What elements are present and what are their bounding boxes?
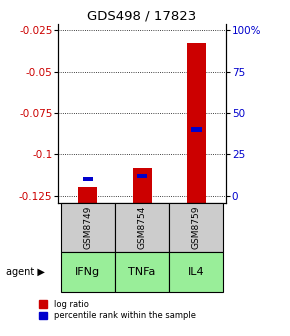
Title: GDS498 / 17823: GDS498 / 17823 — [88, 9, 197, 23]
FancyBboxPatch shape — [169, 252, 224, 292]
FancyBboxPatch shape — [115, 203, 169, 252]
FancyBboxPatch shape — [61, 252, 115, 292]
Bar — [133, 168, 152, 203]
Text: GSM8749: GSM8749 — [83, 206, 92, 249]
Bar — [137, 174, 147, 178]
FancyBboxPatch shape — [169, 203, 224, 252]
Legend: log ratio, percentile rank within the sample: log ratio, percentile rank within the sa… — [39, 300, 196, 320]
FancyBboxPatch shape — [61, 203, 115, 252]
Text: TNFa: TNFa — [128, 267, 156, 277]
Bar — [83, 177, 93, 181]
Text: GSM8759: GSM8759 — [192, 206, 201, 249]
FancyBboxPatch shape — [115, 252, 169, 292]
Bar — [78, 187, 97, 203]
Text: GSM8754: GSM8754 — [137, 206, 147, 249]
Bar — [191, 127, 202, 132]
Bar — [187, 43, 206, 203]
Text: IL4: IL4 — [188, 267, 205, 277]
Text: IFNg: IFNg — [75, 267, 100, 277]
Text: agent ▶: agent ▶ — [6, 267, 45, 277]
